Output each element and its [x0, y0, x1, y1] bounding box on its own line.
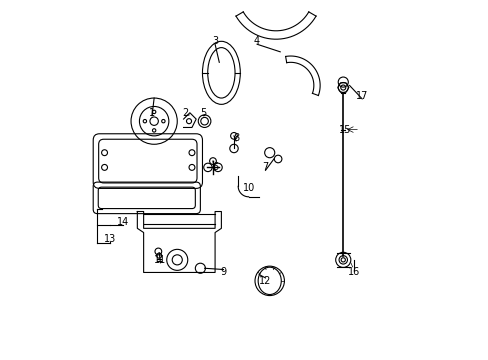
Text: 17: 17 — [355, 91, 367, 101]
Text: 16: 16 — [347, 267, 359, 278]
Text: 1: 1 — [149, 108, 155, 118]
Text: 13: 13 — [103, 234, 116, 244]
Text: 4: 4 — [254, 36, 260, 46]
Text: 5: 5 — [200, 108, 206, 118]
Text: 3: 3 — [212, 36, 218, 46]
Text: 12: 12 — [259, 276, 271, 286]
Text: 10: 10 — [242, 183, 254, 193]
Text: 8: 8 — [233, 133, 239, 143]
Text: 11: 11 — [154, 255, 166, 265]
Text: 7: 7 — [262, 162, 268, 172]
Text: 14: 14 — [116, 217, 128, 227]
Text: 6: 6 — [212, 162, 218, 172]
Text: 2: 2 — [182, 108, 188, 118]
Text: 9: 9 — [220, 267, 226, 278]
Text: 15: 15 — [339, 125, 351, 135]
